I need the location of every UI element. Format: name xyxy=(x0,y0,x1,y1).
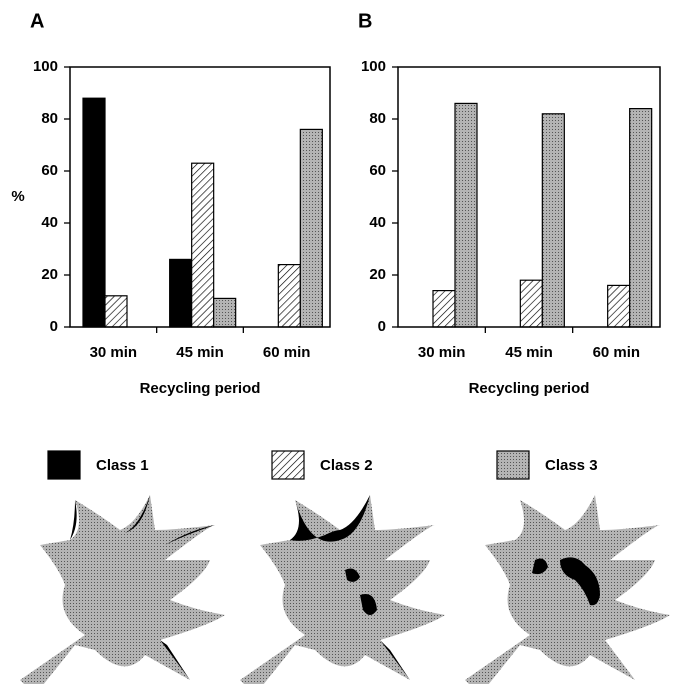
panel-label: B xyxy=(358,10,372,32)
y-tick-label: 0 xyxy=(50,318,58,335)
bar-chart: A% 0 20 40 60 80 100 30 min 45 min 60 min Recyclin… xyxy=(11,10,331,397)
y-tick-label: 20 xyxy=(41,266,58,283)
bar xyxy=(432,290,456,328)
x-tick-label: 60 min xyxy=(593,344,641,361)
x-axis-label: Recycling period xyxy=(140,380,261,397)
bar xyxy=(104,295,128,328)
y-tick-label: 40 xyxy=(41,214,58,231)
bar xyxy=(169,258,193,328)
bar xyxy=(213,297,237,328)
bar xyxy=(541,113,565,328)
legend-swatch xyxy=(47,450,81,480)
bar xyxy=(82,97,106,328)
x-tick-label: 45 min xyxy=(176,344,224,361)
y-tick-label: 0 xyxy=(378,318,386,335)
bar xyxy=(277,264,301,328)
y-tick-label: 100 xyxy=(361,58,386,75)
legend-swatch xyxy=(496,450,530,480)
y-tick-label: 80 xyxy=(41,110,58,127)
y-tick-label: 20 xyxy=(369,266,386,283)
plot-frame xyxy=(397,66,661,328)
y-tick-label: 40 xyxy=(369,214,386,231)
cell-illustrations xyxy=(20,495,670,684)
cell-class-2 xyxy=(240,495,445,684)
legend-label: Class 1 xyxy=(96,457,149,474)
bar xyxy=(191,162,215,328)
y-tick-label: 100 xyxy=(33,58,58,75)
bar xyxy=(607,284,631,328)
legend-label: Class 3 xyxy=(545,457,598,474)
bar-chart: B 0 20 40 60 80 100 30 min 45 min 60 min Recycling… xyxy=(358,10,661,397)
legend-label: Class 2 xyxy=(320,457,373,474)
x-tick-label: 60 min xyxy=(263,344,311,361)
bar xyxy=(454,102,478,328)
y-axis-label: % xyxy=(11,188,24,205)
panel-label: A xyxy=(30,10,44,32)
x-tick-label: 45 min xyxy=(505,344,553,361)
x-axis-label: Recycling period xyxy=(469,380,590,397)
bar xyxy=(299,128,323,328)
x-tick-label: 30 min xyxy=(418,344,466,361)
plot-frame xyxy=(69,66,331,328)
y-tick-label: 60 xyxy=(369,162,386,179)
bar xyxy=(519,279,543,328)
legend-swatch xyxy=(271,450,305,480)
cell-class-3 xyxy=(465,495,670,684)
x-tick-label: 30 min xyxy=(90,344,138,361)
bar xyxy=(629,107,653,328)
y-tick-label: 60 xyxy=(41,162,58,179)
cell-class-1 xyxy=(20,495,225,684)
y-tick-label: 80 xyxy=(369,110,386,127)
